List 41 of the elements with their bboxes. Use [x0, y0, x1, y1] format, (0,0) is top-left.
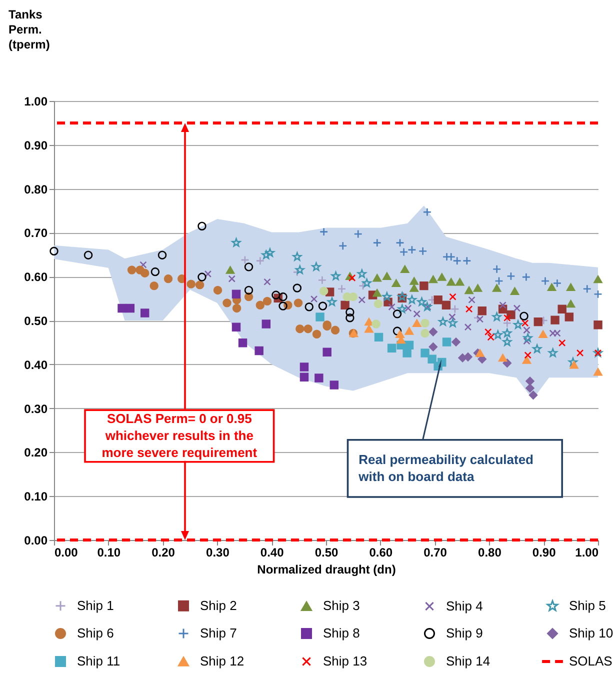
- legend-label: Ship 1: [77, 598, 114, 613]
- y-tick-label: 0.40: [24, 358, 48, 372]
- legend-label: Ship 3: [323, 598, 360, 614]
- x-tick-label: 0.70: [424, 546, 448, 560]
- x-axis-title: Normalized draught (dn): [257, 562, 396, 576]
- x-tick-label: 0.50: [314, 546, 338, 560]
- y-tick-label: 0.70: [24, 226, 48, 240]
- legend-label: Ship 6: [77, 626, 114, 640]
- x-tick-label: 0.90: [532, 546, 556, 560]
- annotation: Real permeability calculated with on board data: [358, 452, 534, 484]
- legend-label: Ship 9: [446, 626, 483, 640]
- y-tick-label: 0.20: [24, 446, 48, 460]
- x-tick-label: 0.80: [478, 546, 502, 560]
- legend-label: Ship 8: [323, 626, 360, 640]
- legend-label: Ship 12: [200, 654, 244, 668]
- legend-label: Ship 5: [569, 598, 606, 614]
- y-tick-label: 0.60: [24, 270, 48, 284]
- legend-label: Ship 10: [569, 626, 613, 640]
- y-tick-label: 1.00: [24, 94, 48, 108]
- legend-label: Ship 11: [77, 654, 120, 668]
- y-tick-label: 0.00: [24, 534, 48, 548]
- y-axis-title: Tanks Perm. (tperm): [8, 8, 50, 52]
- legend-label: Ship 7: [200, 626, 237, 640]
- x-tick-label: 0.00: [54, 546, 78, 560]
- legend-label: SOLAS: [569, 654, 613, 668]
- annotation: SOLAS Perm= 0 or 0.95 whichever results in the more severe requirement: [102, 410, 258, 460]
- y-tick-label: 0.30: [24, 402, 48, 416]
- x-tick-label: 0.60: [369, 546, 393, 560]
- legend-label: Ship 4: [446, 598, 483, 614]
- legend-label: Ship 13: [323, 654, 368, 668]
- y-tick-label: 0.90: [24, 138, 48, 152]
- x-tick-label: 0.30: [206, 546, 230, 560]
- x-tick-label: 0.20: [152, 546, 176, 560]
- legend-label: Ship 14: [446, 654, 490, 668]
- y-tick-label: 0.80: [24, 182, 48, 196]
- x-tick-label: 0.10: [97, 546, 121, 560]
- x-tick-label: 0.40: [260, 546, 284, 560]
- y-tick-label: 0.10: [24, 490, 48, 504]
- y-tick-label: 0.50: [24, 314, 48, 328]
- x-tick-label: 1.00: [575, 546, 599, 560]
- legend-label: Ship 2: [200, 598, 237, 613]
